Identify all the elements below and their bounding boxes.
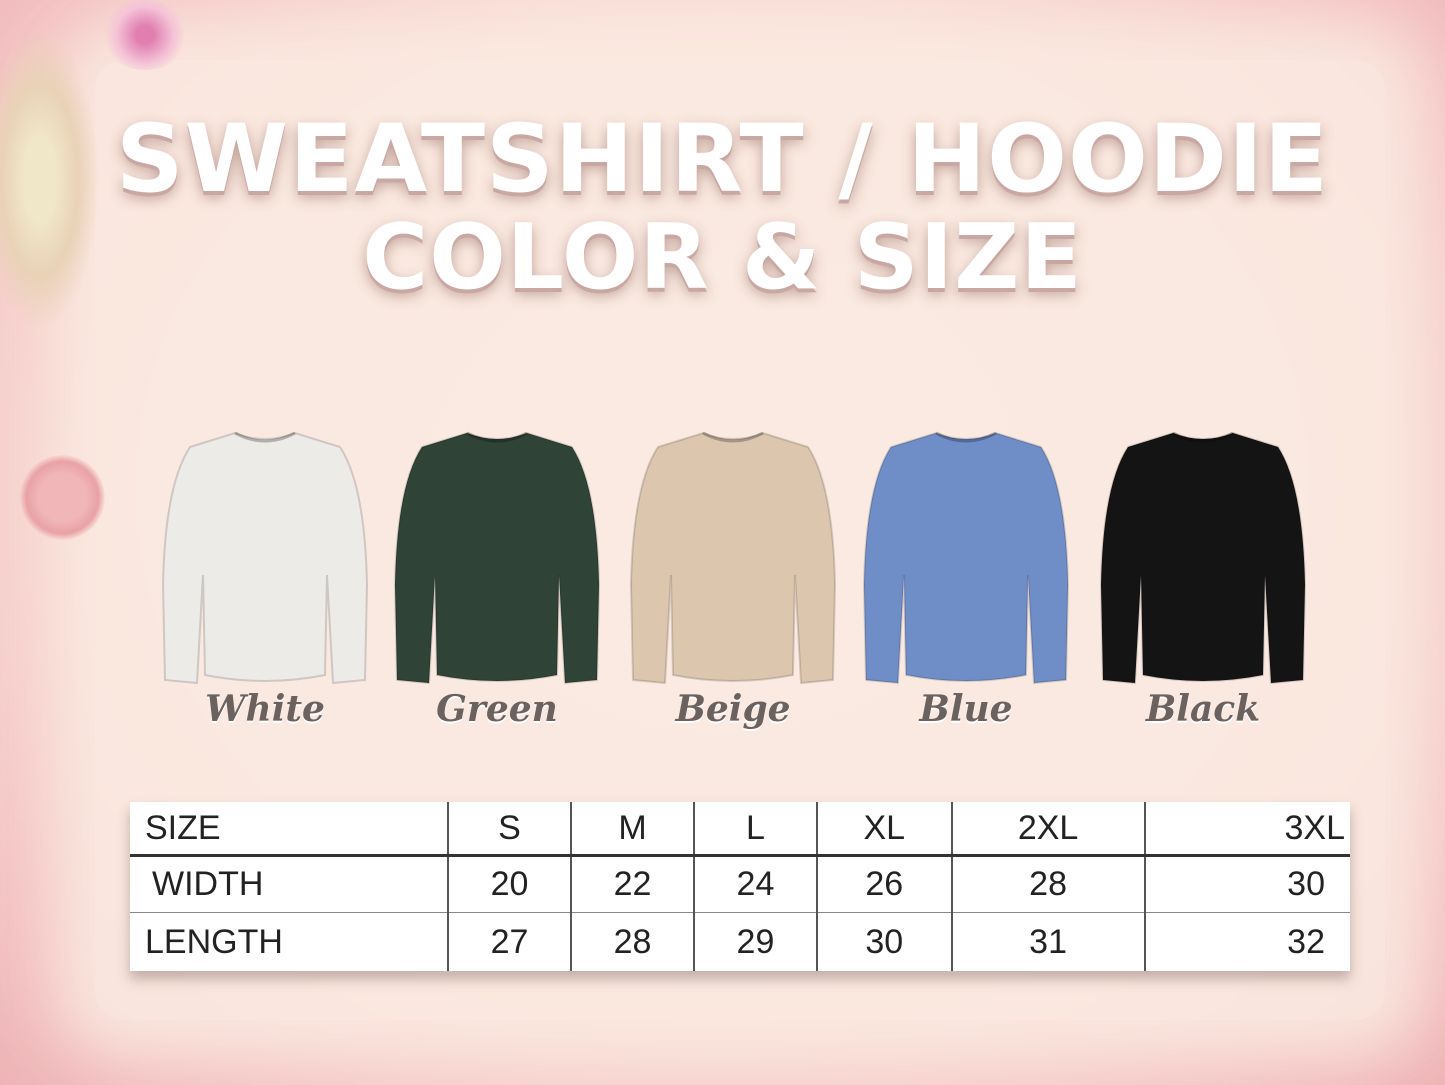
button-decoration (20, 455, 105, 540)
header-cell: L (692, 802, 817, 857)
cell: 27 (447, 912, 571, 971)
color-label: Green (436, 688, 558, 730)
row-label: LENGTH (145, 922, 283, 961)
header-cell: SIZE (130, 802, 448, 857)
cell: 28 (950, 855, 1145, 913)
cell: 28 (569, 912, 694, 971)
color-label: White (205, 688, 325, 730)
table-header-row: SIZE S M L XL 2XL 3XL (130, 802, 1350, 857)
cell: 32 (1143, 912, 1350, 971)
table-row: LENGTH 27 28 29 30 31 32 (130, 912, 1350, 971)
header-cell: M (569, 802, 694, 857)
sweatshirt-white (155, 425, 375, 690)
size-table: SIZE S M L XL 2XL 3XL WIDTH 20 22 24 26 … (130, 802, 1350, 971)
cell: 26 (815, 855, 952, 913)
sweatshirt-black (1093, 425, 1313, 690)
cell: 22 (569, 855, 694, 913)
cell: 30 (1143, 855, 1350, 913)
header-cell: XL (815, 802, 952, 857)
color-label: Blue (919, 688, 1013, 730)
title-line-2: COLOR & SIZE (362, 205, 1083, 310)
cell: 29 (692, 912, 817, 971)
flower-decoration (0, 30, 100, 330)
color-label: Beige (675, 688, 791, 730)
sweatshirt-beige (623, 425, 843, 690)
sweatshirt-blue (856, 425, 1076, 690)
cell: 30 (815, 912, 952, 971)
header-cell: S (447, 802, 571, 857)
row-label: WIDTH (130, 855, 448, 913)
color-label: Black (1145, 688, 1261, 730)
title-line-1: SWEATSHIRT / HOODIE (115, 105, 1330, 214)
header-cell: 3XL (1143, 802, 1350, 857)
cell: 31 (950, 912, 1145, 971)
header-cell: 2XL (950, 802, 1145, 857)
cell: 20 (447, 855, 571, 913)
sweatshirt-green (387, 425, 607, 690)
cell: 24 (692, 855, 817, 913)
flower-decoration (100, 0, 190, 70)
table-row: WIDTH 20 22 24 26 28 30 (130, 855, 1350, 913)
